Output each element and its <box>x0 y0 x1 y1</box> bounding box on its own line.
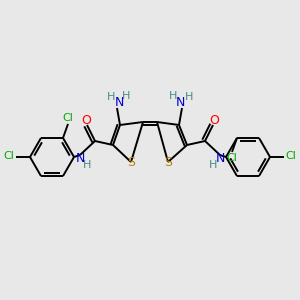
Text: N: N <box>215 152 225 164</box>
Text: Cl: Cl <box>286 151 296 161</box>
Text: O: O <box>81 113 91 127</box>
Text: H: H <box>107 92 115 102</box>
Text: N: N <box>114 97 124 110</box>
Text: H: H <box>169 91 177 101</box>
Text: O: O <box>209 113 219 127</box>
Text: S: S <box>164 155 172 169</box>
Text: N: N <box>175 97 185 110</box>
Text: Cl: Cl <box>226 153 237 163</box>
Text: H: H <box>209 160 217 170</box>
Text: Cl: Cl <box>63 113 74 123</box>
Text: S: S <box>127 155 135 169</box>
Text: N: N <box>75 152 85 164</box>
Text: H: H <box>185 92 193 102</box>
Text: H: H <box>122 91 130 101</box>
Text: Cl: Cl <box>4 151 14 161</box>
Text: H: H <box>83 160 91 170</box>
